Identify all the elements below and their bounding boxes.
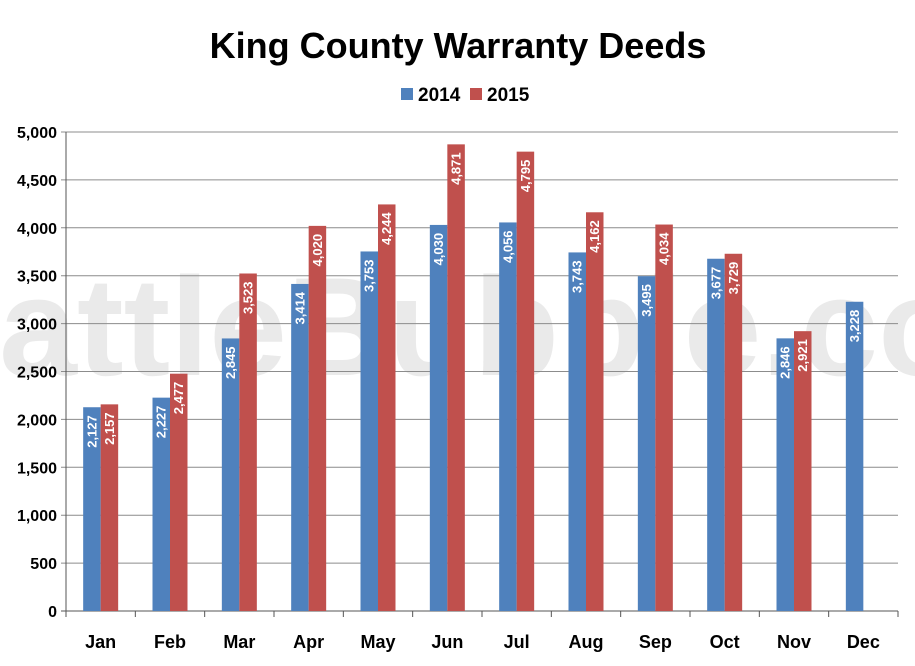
- legend-swatch-2015: [470, 88, 482, 100]
- y-tick-label: 3,500: [17, 269, 57, 286]
- x-tick-label: Jun: [431, 632, 463, 652]
- bar-2015-Feb: [170, 373, 188, 611]
- y-tick-label: 0: [48, 604, 57, 621]
- legend-label-2015: 2015: [487, 85, 530, 106]
- x-tick-label: Nov: [777, 632, 811, 652]
- x-tick-label: Mar: [223, 632, 255, 652]
- bar-2015-Sep: [655, 224, 673, 612]
- x-tick-label: Oct: [710, 632, 740, 652]
- bar-2014-Oct: [707, 258, 725, 611]
- y-tick-label: 2,500: [17, 365, 57, 382]
- y-tick-label: 2,000: [17, 412, 57, 429]
- data-label-2015-May: 4,244: [379, 212, 394, 245]
- bar-2014-Aug: [568, 252, 586, 611]
- y-tick-label: 500: [30, 556, 57, 573]
- y-axis: 0 500 1,000 1,500 2,000 2,500 3,000 3,500 4,000 4…: [17, 125, 67, 621]
- data-label-2014-Jan: 2,127: [84, 415, 99, 448]
- bar-2015-Nov: [794, 331, 812, 611]
- bar-2015-Oct: [724, 253, 743, 612]
- y-tick-label: 3,000: [17, 317, 57, 334]
- bar-2015-Aug: [586, 212, 604, 611]
- data-label-2015-Feb: 2,477: [171, 382, 186, 415]
- bar-2014-Apr: [291, 283, 309, 611]
- bar-2014-Dec: [845, 301, 864, 611]
- bar-2014-Mar: [221, 338, 240, 611]
- data-label-2014-Oct: 3,677: [708, 267, 723, 300]
- x-tick-label: Apr: [293, 632, 324, 652]
- x-tick-label: May: [360, 632, 395, 652]
- x-tick-label: Feb: [154, 632, 186, 652]
- data-label-2014-Apr: 3,414: [292, 291, 307, 324]
- data-label-2015-Aug: 4,162: [587, 220, 602, 253]
- x-tick-label: Jan: [85, 632, 116, 652]
- bar-2015-Jul: [516, 151, 535, 611]
- data-label-2014-Jul: 4,056: [500, 230, 515, 263]
- bar-2014-Jun: [429, 224, 448, 611]
- data-label-2015-Nov: 2,921: [795, 339, 810, 372]
- bar-2015-Jun: [447, 144, 465, 611]
- y-tick-label: 1,000: [17, 508, 57, 525]
- bar-2015-Mar: [239, 273, 257, 611]
- data-label-2015-Apr: 4,020: [310, 234, 325, 267]
- bar-2015-Jan: [100, 404, 119, 611]
- y-tick-label: 4,000: [17, 221, 57, 238]
- data-label-2014-Aug: 3,743: [570, 260, 585, 293]
- y-tick-label: 5,000: [17, 125, 57, 142]
- x-tick-label: Jul: [504, 632, 530, 652]
- data-label-2015-Jul: 4,795: [518, 160, 533, 193]
- data-label-2014-Mar: 2,845: [223, 346, 238, 379]
- bar-2014-May: [360, 251, 378, 612]
- bar-2014-Jan: [83, 407, 101, 611]
- chart-title: King County Warranty Deeds: [210, 25, 707, 66]
- bar-2014-Jul: [499, 222, 517, 612]
- legend-label-2014: 2014: [418, 85, 461, 106]
- data-label-2014-Feb: 2,227: [154, 406, 169, 439]
- data-label-2014-Jun: 4,030: [431, 233, 446, 266]
- data-label-2015-Mar: 3,523: [241, 281, 256, 314]
- bar-2014-Sep: [637, 276, 656, 611]
- legend-swatch-2014: [401, 88, 413, 100]
- bar-2015-May: [378, 204, 396, 611]
- data-label-2015-Sep: 4,034: [657, 232, 672, 265]
- y-tick-label: 4,500: [17, 173, 57, 190]
- bar-2014-Nov: [776, 338, 794, 611]
- y-tick-label: 1,500: [17, 460, 57, 477]
- data-label-2014-Sep: 3,495: [639, 284, 654, 317]
- data-label-2014-May: 3,753: [362, 259, 377, 292]
- x-tick-label: Aug: [569, 632, 604, 652]
- data-label-2014-Dec: 3,228: [847, 310, 862, 343]
- data-label-2015-Jun: 4,871: [449, 152, 464, 185]
- gridlines: [61, 131, 898, 612]
- bar-2014-Feb: [152, 397, 170, 611]
- data-label-2014-Nov: 2,846: [778, 346, 793, 379]
- x-tick-label: Sep: [639, 632, 672, 652]
- x-tick-label: Dec: [847, 632, 880, 652]
- data-label-2015-Jan: 2,157: [102, 412, 117, 445]
- legend: 2014 2015: [401, 85, 530, 106]
- x-axis: Jan Feb Mar Apr May Jun Jul Aug Sep Oct Nov Dec: [85, 611, 899, 652]
- bar-2015-Apr: [308, 225, 327, 611]
- data-label-2015-Oct: 3,729: [726, 262, 741, 295]
